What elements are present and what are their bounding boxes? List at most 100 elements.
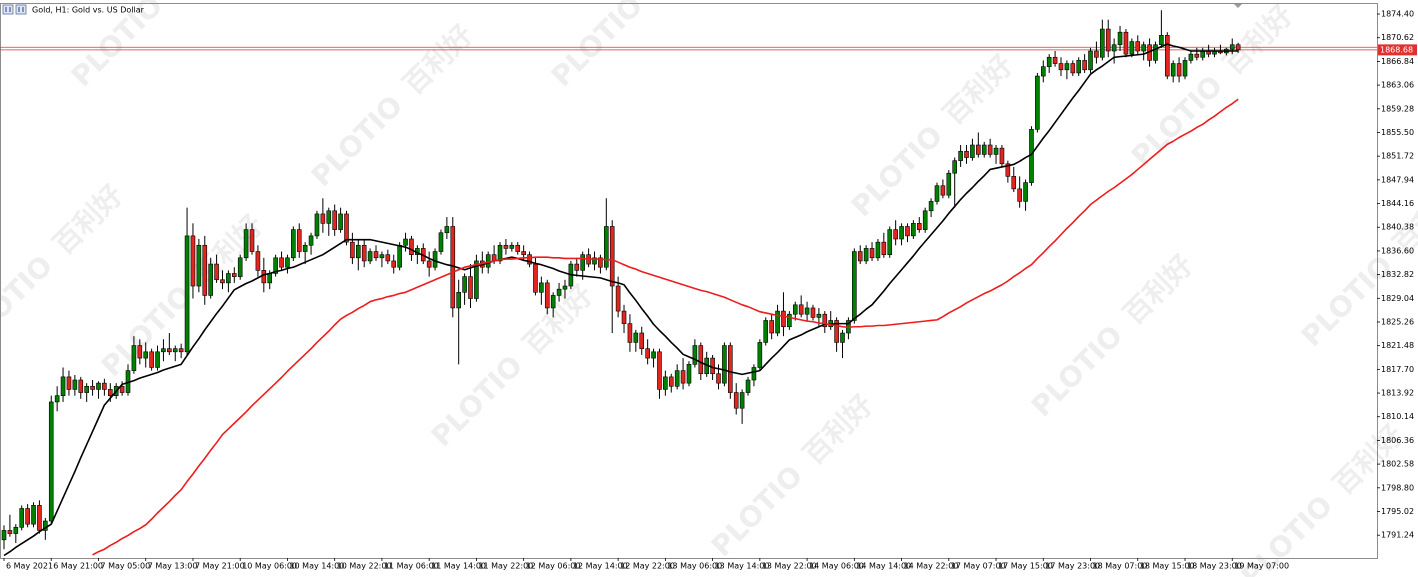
- candle-body: [332, 210, 337, 230]
- candle-body: [905, 226, 910, 237]
- candle-body: [509, 244, 515, 249]
- candle-body: [781, 310, 786, 328]
- candle-body: [692, 345, 698, 365]
- candle-body: [373, 251, 379, 259]
- candle-body: [1129, 41, 1135, 55]
- candle-body: [633, 332, 639, 343]
- candle-body: [355, 244, 361, 259]
- candle-body: [668, 376, 674, 387]
- candle-body: [1135, 41, 1141, 52]
- x-tick-label: 7 May 13:00: [148, 562, 198, 571]
- candle-body: [550, 295, 556, 309]
- candle-body: [674, 370, 680, 387]
- candle-body: [733, 392, 739, 409]
- candle-body: [621, 310, 627, 324]
- candle-body: [869, 248, 875, 259]
- candle-body: [107, 389, 113, 396]
- candle-body: [863, 248, 869, 262]
- candle-body: [1070, 63, 1076, 74]
- candle-body: [686, 364, 692, 384]
- candle-body: [60, 376, 66, 396]
- candle-body: [338, 213, 343, 230]
- candle-body: [1005, 163, 1011, 177]
- candle-body: [54, 395, 60, 403]
- candle-body: [1023, 182, 1028, 202]
- candle-body: [249, 229, 255, 252]
- candle-body: [521, 251, 526, 255]
- y-tick-label: 1863.06: [1381, 81, 1414, 90]
- candle-body: [1094, 50, 1099, 58]
- y-tick-label: 1795.02: [1381, 507, 1414, 516]
- candle-body: [645, 348, 650, 359]
- candle-body: [804, 307, 810, 315]
- candle-body: [403, 238, 408, 246]
- y-tick-label: 1855.50: [1381, 128, 1414, 137]
- candle-body: [1235, 44, 1241, 51]
- x-tick-label: 11 May 14:00: [431, 562, 486, 571]
- icon: [15, 4, 27, 15]
- x-tick-label: 13 May 14:00: [715, 562, 770, 571]
- candle-body: [810, 307, 816, 318]
- candle-body: [999, 147, 1005, 165]
- candle-body: [202, 244, 208, 296]
- candle-body: [562, 285, 568, 290]
- candle-body: [987, 144, 993, 155]
- candle-body: [409, 238, 414, 255]
- candle-body: [161, 348, 166, 353]
- candle-body: [474, 260, 479, 299]
- candle-body: [456, 291, 461, 309]
- candle-body: [1182, 60, 1188, 77]
- candle-body: [1141, 44, 1146, 52]
- y-tick-label: 1836.60: [1381, 246, 1414, 255]
- candle-body: [78, 379, 84, 393]
- x-tick-label: 14 May 14:00: [856, 562, 911, 571]
- candle-body: [1040, 66, 1046, 77]
- candle-body: [243, 229, 249, 259]
- candle-body: [1170, 63, 1176, 77]
- moving-average-line: [92, 98, 1239, 556]
- candle-body: [840, 332, 845, 343]
- candle-body: [916, 223, 922, 230]
- candle-body: [1194, 53, 1200, 58]
- candle-body: [1100, 28, 1105, 58]
- symbol-icons: [2, 4, 27, 15]
- candle-body: [497, 244, 503, 262]
- x-tick-label: 12 May 14:00: [573, 562, 628, 571]
- candle-body: [680, 370, 686, 384]
- icon: [2, 4, 14, 15]
- candle-body: [852, 251, 857, 321]
- x-tick-label: 12 May 22:00: [620, 562, 675, 571]
- candle-body: [7, 530, 13, 534]
- candle-body: [1088, 50, 1093, 71]
- y-tick-label: 1870.62: [1381, 33, 1414, 42]
- candle-body: [66, 376, 72, 390]
- candle-body: [1017, 188, 1022, 202]
- candle-body: [255, 251, 261, 271]
- y-tick-label: 1851.72: [1381, 152, 1414, 161]
- candle-body: [574, 263, 580, 271]
- candle-body: [13, 526, 19, 534]
- y-tick-label: 1806.36: [1381, 436, 1414, 445]
- candle-body: [958, 150, 963, 161]
- candle-body: [438, 232, 444, 252]
- plot-area: [0, 10, 1377, 557]
- candle-body: [432, 251, 438, 268]
- candle-body: [763, 320, 769, 343]
- y-tick-label: 1791.24: [1381, 531, 1414, 540]
- y-tick-label: 1821.48: [1381, 341, 1414, 350]
- candle-body: [190, 235, 196, 287]
- candle-body: [527, 254, 532, 265]
- candle-body: [970, 144, 975, 158]
- candle-body: [899, 226, 904, 240]
- candle-body: [592, 257, 597, 265]
- y-tick-label: 1874.40: [1381, 10, 1414, 19]
- x-tick-label: 18 May 07:00: [1093, 562, 1148, 571]
- x-tick-label: 7 May 05:00: [100, 562, 150, 571]
- y-tick-label: 1813.92: [1381, 389, 1414, 398]
- candle-body: [261, 270, 267, 284]
- x-tick-label: 12 May 06:00: [526, 562, 581, 571]
- candle-body: [1200, 50, 1206, 58]
- candle-body: [485, 254, 491, 268]
- x-tick-label: 10 May 06:00: [242, 562, 297, 571]
